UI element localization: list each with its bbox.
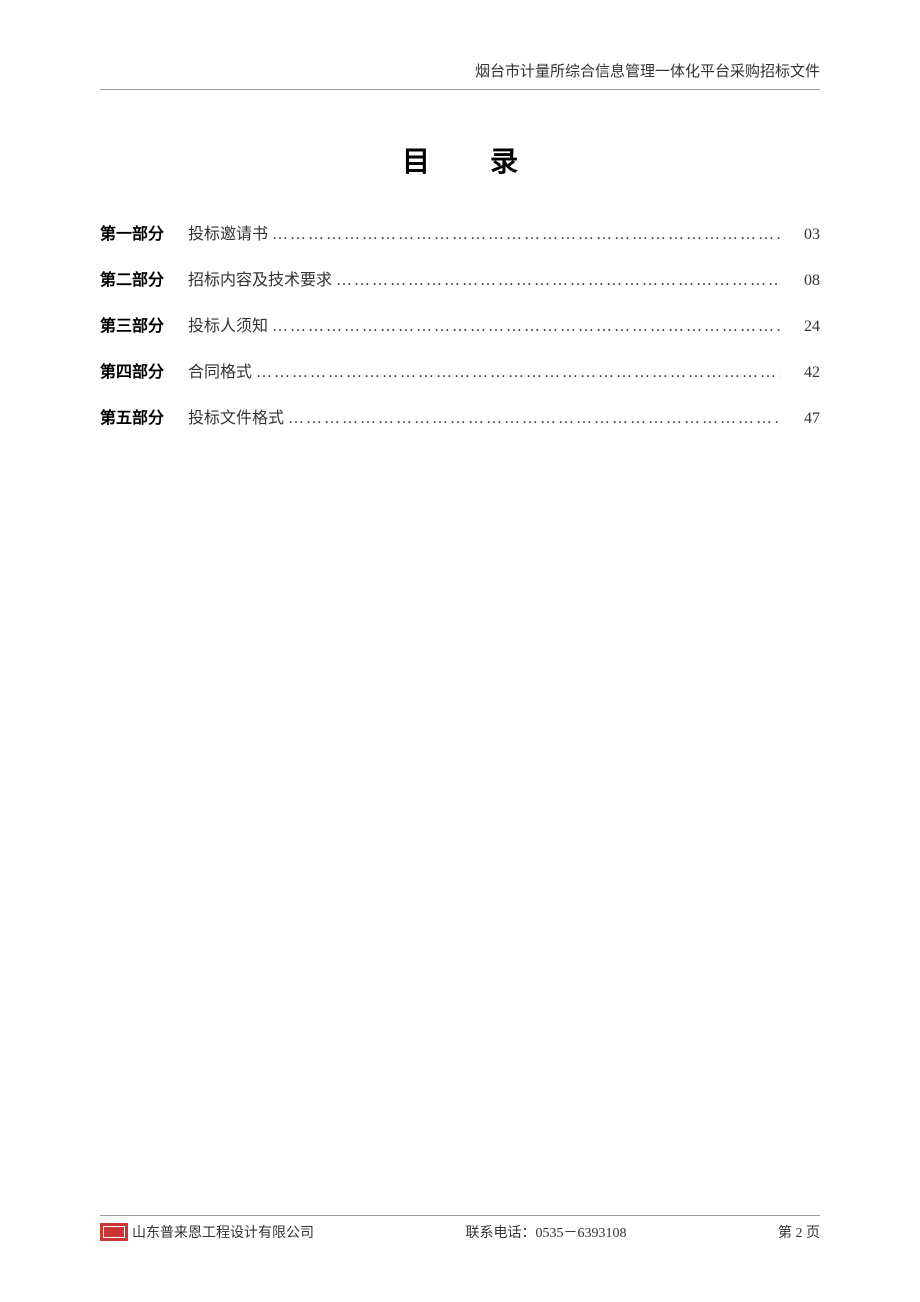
footer-phone-number: 0535－6393108 <box>536 1226 627 1241</box>
toc-part-label: 第五部分 <box>100 404 164 428</box>
toc-page-number: 03 <box>790 226 820 244</box>
toc-leader-dots: …………………………………………………………………………………………………………… <box>268 226 780 244</box>
toc-entry: 第三部分 投标人须知 ……………………………………………………………………………… <box>100 312 820 336</box>
toc-item-title: 招标内容及技术要求 <box>188 266 332 290</box>
toc-entry: 第五部分 投标文件格式 …………………………………………………………………………… <box>100 404 820 428</box>
footer-content: 山东普来恩工程设计有限公司 联系电话：0535－6393108 第 2 页 <box>100 1222 820 1242</box>
page-header: 烟台市计量所综合信息管理一体化平台采购招标文件 <box>100 60 820 90</box>
toc-part-label: 第三部分 <box>100 312 164 336</box>
header-text: 烟台市计量所综合信息管理一体化平台采购招标文件 <box>475 64 820 80</box>
toc-item-title: 投标文件格式 <box>188 404 284 428</box>
toc-leader-dots: …………………………………………………………………………………………………………… <box>252 364 780 382</box>
toc-part-label: 第四部分 <box>100 358 164 382</box>
toc-entry: 第二部分 招标内容及技术要求 …………………………………………………………………… <box>100 266 820 290</box>
page-container: 烟台市计量所综合信息管理一体化平台采购招标文件 目录 第一部分 投标邀请书 ……… <box>0 0 920 1302</box>
toc-page-number: 42 <box>790 364 820 382</box>
toc-leader-dots: …………………………………………………………………………………………………………… <box>284 410 780 428</box>
footer-phone-label: 联系电话： <box>466 1226 536 1241</box>
toc-part-label: 第一部分 <box>100 220 164 244</box>
toc-item-title: 投标邀请书 <box>188 220 268 244</box>
footer-divider <box>100 1215 820 1216</box>
footer-page-label: 第 <box>778 1226 796 1241</box>
footer-page-suffix: 页 <box>803 1226 821 1241</box>
toc-page-number: 24 <box>790 318 820 336</box>
company-logo-icon <box>100 1223 128 1241</box>
toc-part-label: 第二部分 <box>100 266 164 290</box>
footer-company-name: 山东普来恩工程设计有限公司 <box>132 1222 314 1242</box>
toc-item-title: 投标人须知 <box>188 312 268 336</box>
footer-page-indicator: 第 2 页 <box>778 1222 820 1242</box>
toc-page-number: 08 <box>790 272 820 290</box>
footer-phone: 联系电话：0535－6393108 <box>466 1222 627 1242</box>
toc-entry: 第一部分 投标邀请书 ……………………………………………………………………………… <box>100 220 820 244</box>
toc-leader-dots: …………………………………………………………………………………………………………… <box>332 272 780 290</box>
toc-leader-dots: …………………………………………………………………………………………………………… <box>268 318 780 336</box>
page-footer: 山东普来恩工程设计有限公司 联系电话：0535－6393108 第 2 页 <box>100 1215 820 1242</box>
footer-page-number: 2 <box>796 1226 803 1241</box>
toc-page-number: 47 <box>790 410 820 428</box>
toc-entry: 第四部分 合同格式 ………………………………………………………………………………… <box>100 358 820 382</box>
table-of-contents: 第一部分 投标邀请书 ……………………………………………………………………………… <box>100 220 820 428</box>
document-title: 目录 <box>100 140 820 180</box>
toc-item-title: 合同格式 <box>188 358 252 382</box>
